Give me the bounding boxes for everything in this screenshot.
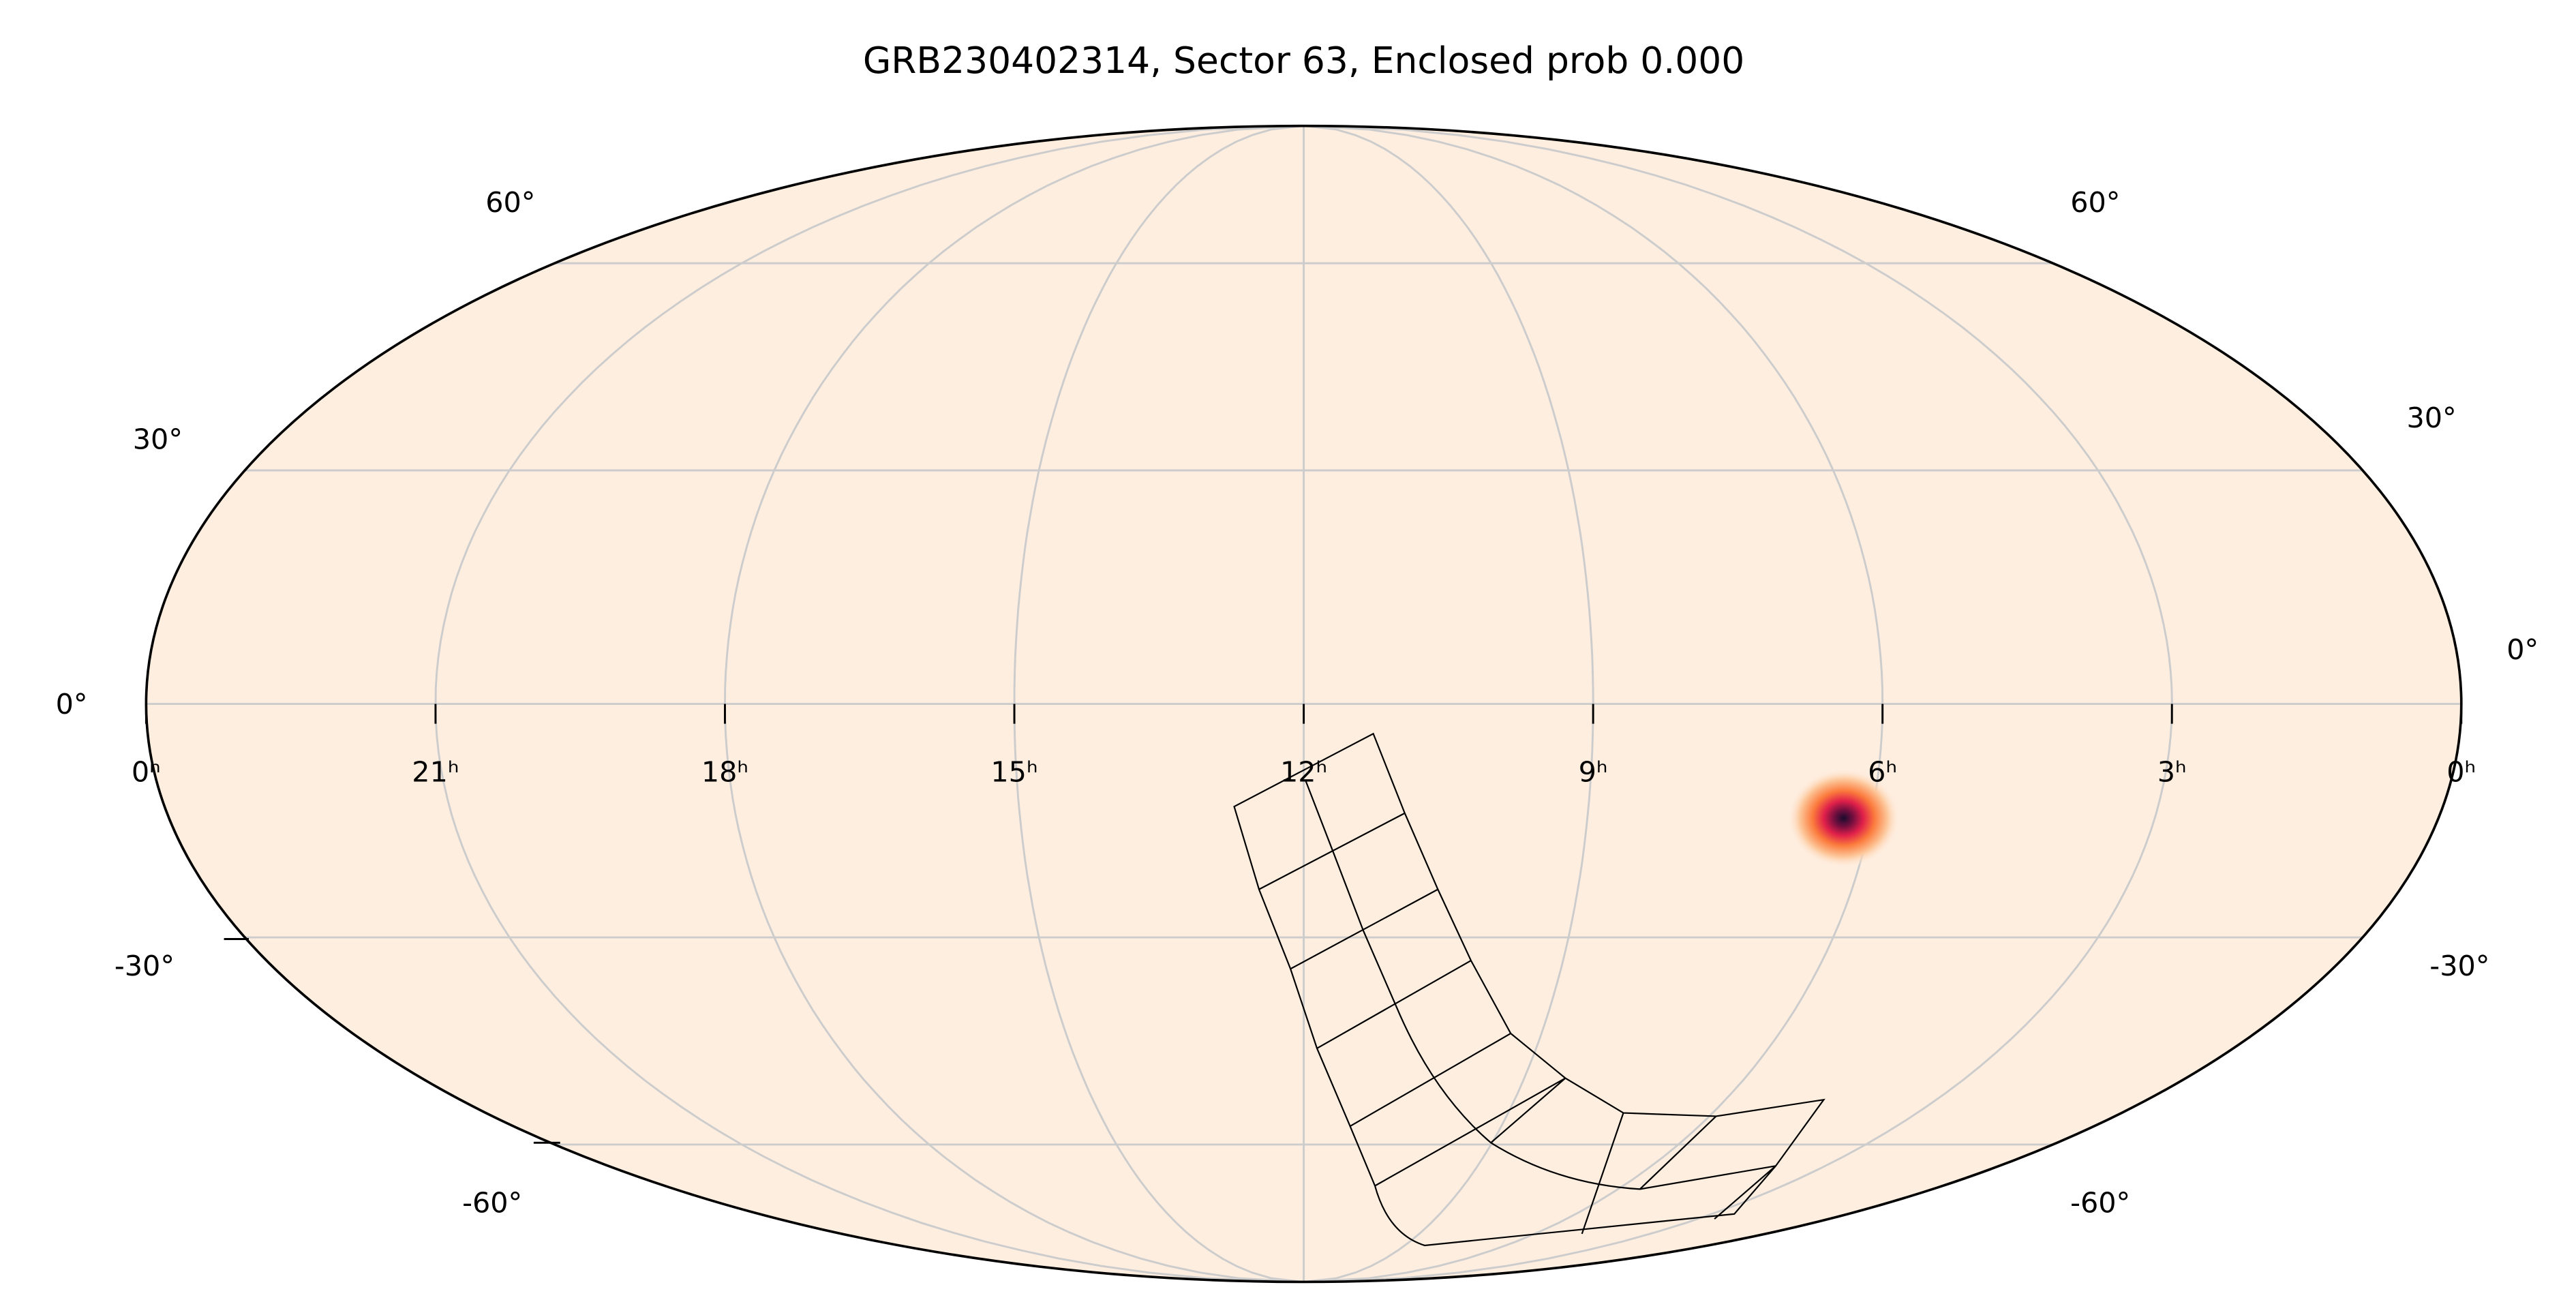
ra-label: 0ʰ <box>2446 756 2476 789</box>
footprint-divider <box>1304 779 1776 1190</box>
dec-label: 0° <box>2506 633 2539 666</box>
dec-label: 30° <box>133 423 183 455</box>
ra-label: 6ʰ <box>1868 756 1897 789</box>
sky-border <box>145 124 2463 1284</box>
dec-label: 0° <box>56 688 88 721</box>
ra-label: 12ʰ <box>1280 756 1327 789</box>
ra-label: 18ʰ <box>701 756 748 789</box>
footprint-outline <box>1233 732 1825 1247</box>
probability-peak <box>1787 768 1900 868</box>
dec-label: 30° <box>2406 402 2456 434</box>
footprint-ccd-lines <box>1258 812 1776 1235</box>
tess-footprint <box>1233 732 1825 1247</box>
dec-label: -30° <box>2429 950 2489 982</box>
dec-label: -30° <box>115 950 175 982</box>
ra-label: 3ʰ <box>2157 756 2187 789</box>
dec-label: -60° <box>462 1186 522 1219</box>
ra-label: 15ʰ <box>990 756 1037 789</box>
title: GRB230402314, Sector 63, Enclosed prob 0… <box>863 39 1744 82</box>
dec-label: 60° <box>2070 186 2120 219</box>
ra-label: 21ʰ <box>412 756 459 789</box>
dec-label: -60° <box>2070 1186 2130 1219</box>
graticule <box>145 125 2463 1283</box>
dec-label: 60° <box>485 186 535 219</box>
ra-label: 9ʰ <box>1579 756 1608 789</box>
ra-label: 0ʰ <box>132 756 161 789</box>
labels: 0ʰ 21ʰ 18ʰ 15ʰ 12ʰ 9ʰ 6ʰ 3ʰ 0ʰ 60° 30° 0° -30° -60° 60… <box>56 186 2539 1219</box>
